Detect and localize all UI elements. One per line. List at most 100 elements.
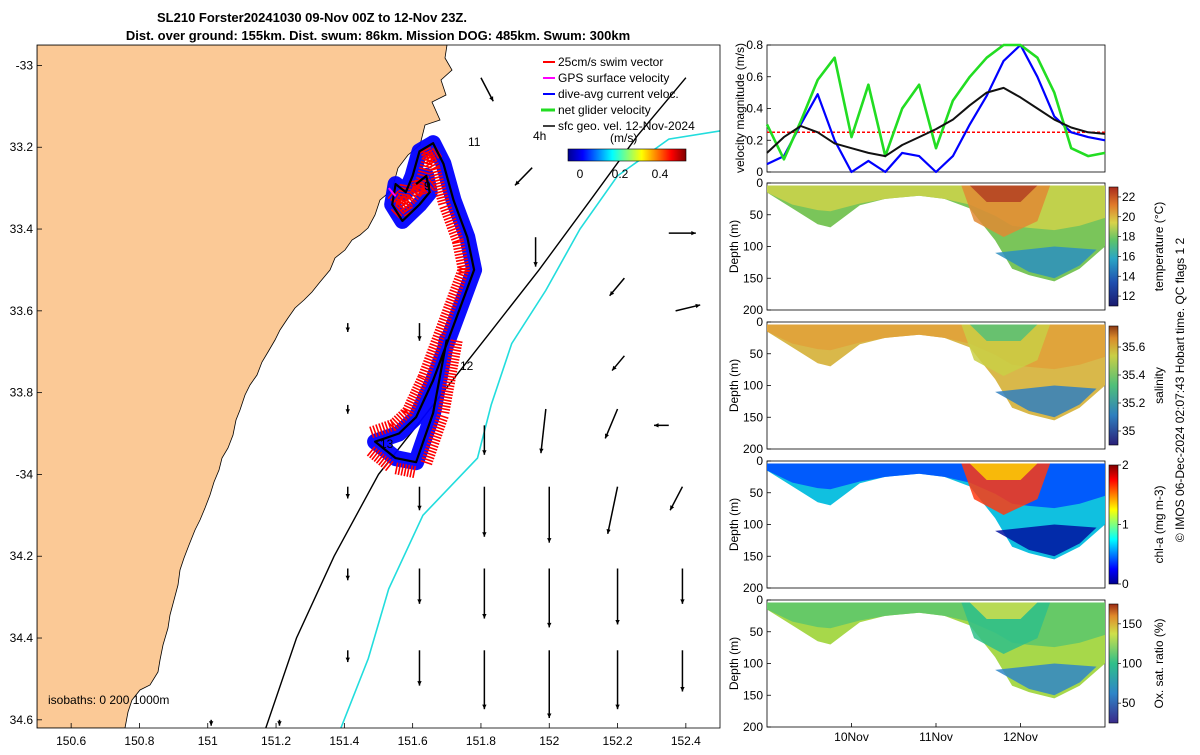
chlorophyll-core-top — [969, 463, 1038, 481]
geo-velocity-arrows — [208, 77, 701, 726]
geo-arrow-head — [277, 721, 282, 726]
track-label-9: 9 — [424, 179, 431, 193]
legend-dive-avg: dive-avg current veloc. — [543, 87, 679, 101]
geo-arrow-head — [615, 704, 620, 710]
map-y-tick-label: -34 — [16, 467, 34, 481]
geo-arrow-head — [345, 657, 350, 663]
salinity-colorbar-tick-label: 35.4 — [1122, 368, 1146, 382]
oxygen-y-tick-label: 100 — [743, 657, 763, 671]
geo-arrow-head — [208, 721, 214, 726]
salinity-y-tick-label: 50 — [750, 347, 764, 361]
salinity-y-tick-label: 0 — [756, 315, 763, 329]
oxygen-colorbar-label: Ox. sat. ratio (%) — [1152, 618, 1166, 708]
geo-arrow-head — [482, 614, 487, 619]
oxygen-colorbar-tick-label: 50 — [1122, 696, 1136, 710]
geo-arrow — [669, 486, 684, 511]
geo-arrow-head — [533, 262, 538, 267]
chlorophyll-ylabel: Depth (m) — [727, 498, 741, 551]
geo-arrow-shaft — [604, 408, 619, 439]
geo-arrow — [345, 404, 350, 414]
map-x-tick-label: 152.4 — [671, 734, 701, 748]
geo-arrow-head — [615, 619, 620, 625]
geo-arrow-head — [345, 493, 350, 499]
legend-colorbar — [567, 148, 687, 162]
legend-net: net glider velocity — [541, 103, 651, 117]
velocity-y-tick-label: 0.4 — [746, 102, 763, 116]
geo-arrow — [547, 486, 552, 543]
temperature-colorbar-label: temperature (°C) — [1152, 202, 1166, 292]
geo-arrow-head — [489, 96, 494, 102]
geo-arrow-shaft — [606, 486, 619, 534]
geo-arrow-head — [417, 505, 422, 511]
oxygen-panel: 0 50 100 150 200 Depth (m) 50 100 150 Ox. sat. ra… — [727, 593, 1166, 744]
oxygen-colorbar — [1108, 603, 1119, 724]
geo-arrow-head — [612, 365, 617, 371]
isobath-200m — [265, 77, 687, 728]
map-y-tick-label: 33.8 — [10, 386, 34, 400]
oxygen-x-tick-label: 10Nov — [834, 730, 869, 744]
salinity-panel: 0 50 100 150 200 Depth (m) 35 35.2 35.4 35.6 salin… — [727, 315, 1166, 456]
temperature-colorbar-tick-label: 16 — [1122, 249, 1136, 263]
geo-arrow — [606, 486, 619, 534]
chlorophyll-deep — [995, 524, 1097, 557]
chlorophyll-colorbar-label: chl-a (mg m-3) — [1152, 485, 1166, 563]
velocity-series-net-glider — [765, 43, 1106, 161]
geo-arrow — [417, 323, 422, 341]
geo-arrow — [547, 568, 552, 628]
legend-colorbar-tick-label: 0.2 — [612, 167, 629, 181]
geo-arrow — [345, 323, 350, 332]
salinity-colorbar-tick-label: 35.6 — [1122, 340, 1146, 354]
map-x-tick-label: 152.2 — [603, 734, 633, 748]
temperature-colorbar-tick-label: 20 — [1122, 210, 1136, 224]
legend-dive-label: dive-avg current veloc. — [558, 87, 679, 101]
temperature-colorbar-tick-label: 14 — [1122, 269, 1136, 283]
chlorophyll-colorbar-tick-label: 0 — [1122, 577, 1129, 591]
chlorophyll-y-tick-label: 0 — [756, 454, 763, 468]
geo-arrow — [417, 486, 422, 511]
oxygen-y-tick-label: 200 — [743, 720, 763, 734]
temperature-ylabel: Depth (m) — [727, 220, 741, 273]
geo-arrow — [417, 568, 422, 604]
oxygen-x-tick-label: 12Nov — [1003, 730, 1038, 744]
geo-arrow — [680, 650, 685, 692]
map-y-tick-label: 33.2 — [10, 140, 34, 154]
geo-arrow — [611, 355, 625, 372]
temperature-colorbar-tick-label: 18 — [1122, 230, 1136, 244]
salinity-colorbar-label: salinity — [1152, 367, 1166, 404]
legend-net-label: net glider velocity — [558, 103, 651, 117]
geo-arrow-head — [482, 450, 487, 455]
salinity-y-tick-label: 200 — [743, 442, 763, 456]
geo-arrow-head — [604, 433, 609, 439]
chlorophyll-colorbar — [1108, 464, 1119, 585]
oxygen-core-top — [969, 602, 1038, 620]
track-labels: 11 9 12 13 — [380, 135, 481, 451]
map-x-tick-label: 150.8 — [124, 734, 154, 748]
oxygen-colorbar-tick-label: 150 — [1122, 617, 1142, 631]
salinity-y-tick-label: 150 — [743, 410, 763, 424]
geo-arrow-head — [482, 532, 487, 537]
velocity-y-ticks: 0 0.2 0.4 0.6 0.8 — [746, 38, 771, 179]
geo-arrow-head — [606, 528, 611, 534]
chlorophyll-colorbar-tick-label: 2 — [1122, 458, 1129, 472]
legend-4h-label: 4h — [533, 129, 546, 143]
salinity-deep — [995, 385, 1097, 418]
velocity-series-sfc-geo-vel- — [766, 86, 1106, 158]
legend-colorbar-tick-label: 0 — [577, 167, 584, 181]
velocity-y-tick-label: 0 — [756, 165, 763, 179]
geo-arrow — [547, 650, 552, 719]
velocity-series-dive-avg-current — [766, 43, 1106, 174]
geo-arrow — [675, 303, 701, 312]
salinity-ylabel: Depth (m) — [727, 359, 741, 412]
legend-geo: sfc geo. vel. 12-Nov-2024 — [543, 119, 695, 133]
legend-gps: GPS surface velocity — [543, 71, 669, 85]
map-legend: 25cm/s swim vector GPS surface velocity … — [533, 55, 695, 181]
velocity-series — [765, 43, 1106, 174]
map-panel: 150.6 150.8 151 151.2 151.4 151.6 151.8 152 152.… — [10, 44, 721, 748]
isobath-note: isobaths: 0 200 1000m — [48, 693, 169, 707]
geo-arrow-head — [654, 423, 659, 428]
salinity-colorbar — [1108, 325, 1119, 446]
salinity-core-top — [969, 324, 1038, 342]
geo-arrow-head — [547, 622, 552, 628]
